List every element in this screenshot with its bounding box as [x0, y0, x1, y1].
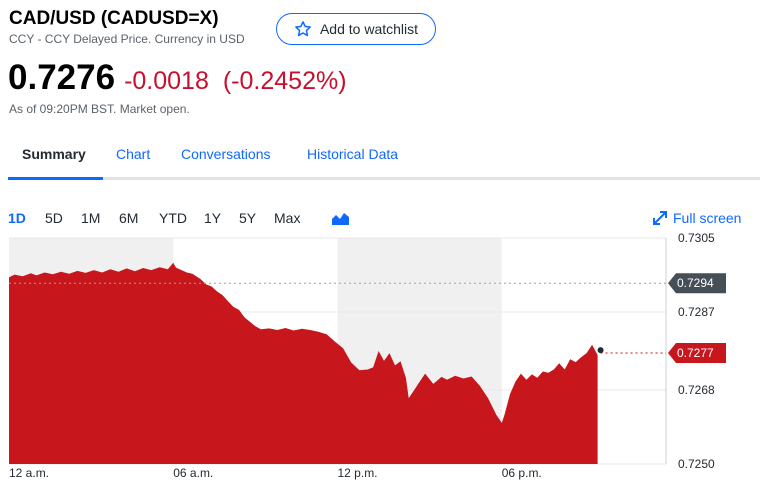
add-to-watchlist-button[interactable]: Add to watchlist [276, 13, 436, 45]
range-1y-button[interactable]: 1Y [204, 210, 222, 226]
previous-close-tag: 0.7294 [668, 273, 726, 294]
range-max-button[interactable]: Max [274, 210, 301, 226]
y-tick-label: 0.7268 [678, 383, 715, 397]
x-tick-label: 06 p.m. [502, 466, 542, 480]
x-tick-label: 12 a.m. [9, 466, 49, 480]
tab-chart[interactable]: Chart [116, 146, 151, 162]
price-change-percent: (-0.2452%) [222, 67, 347, 95]
page-title: CAD/USD (CADUSD=X) [9, 8, 219, 29]
range-ytd-button[interactable]: YTD [159, 210, 187, 226]
as-of-timestamp: As of 09:20PM BST. Market open. [9, 102, 190, 116]
quote-tabs: Summary Chart Conversations Historical D… [8, 130, 760, 180]
mountain-chart-icon[interactable] [332, 212, 349, 225]
previous-close-tag-label: 0.7294 [677, 276, 714, 290]
expand-icon [653, 211, 667, 225]
active-tab-indicator [8, 177, 103, 180]
price-change: -0.0018 [124, 67, 209, 95]
range-1m-button[interactable]: 1M [81, 210, 101, 226]
price-row: 0.7276 -0.0018 (-0.2452%) [8, 58, 347, 98]
quote-subtitle: CCY - CCY Delayed Price. Currency in USD [9, 32, 245, 46]
price-chart[interactable]: 0.7305 0.7287 0.7268 0.7250 0.7294 0.727… [0, 230, 760, 484]
current-price-tag-shape [668, 343, 726, 364]
tab-historical-data[interactable]: Historical Data [307, 146, 399, 162]
full-screen-label: Full screen [673, 210, 742, 226]
previous-close-tag-shape [668, 273, 726, 294]
range-5d-button[interactable]: 5D [45, 210, 63, 226]
current-price-tag-label: 0.7277 [677, 346, 714, 360]
tab-conversations[interactable]: Conversations [181, 146, 271, 162]
x-tick-label: 12 p.m. [338, 466, 378, 480]
full-screen-button[interactable]: Full screen [653, 210, 741, 226]
range-5y-button[interactable]: 5Y [239, 210, 257, 226]
range-6m-button[interactable]: 6M [119, 210, 139, 226]
range-1d-button[interactable]: 1D [8, 210, 26, 226]
tab-summary[interactable]: Summary [22, 146, 86, 162]
current-price: 0.7276 [8, 58, 116, 97]
y-tick-label: 0.7250 [678, 457, 715, 471]
y-tick-label: 0.7287 [678, 305, 715, 319]
price-area-series [9, 262, 598, 464]
watchlist-label: Add to watchlist [319, 21, 419, 37]
y-tick-label: 0.7305 [678, 231, 715, 245]
star-icon [295, 21, 311, 37]
last-price-dot [597, 347, 604, 354]
current-price-tag: 0.7277 [668, 343, 726, 364]
x-tick-label: 06 a.m. [173, 466, 213, 480]
